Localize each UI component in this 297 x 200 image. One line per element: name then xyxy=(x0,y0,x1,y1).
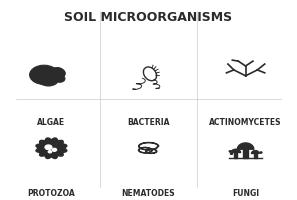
Circle shape xyxy=(230,153,233,155)
Polygon shape xyxy=(234,153,237,158)
Circle shape xyxy=(38,73,59,86)
Circle shape xyxy=(48,151,52,153)
Polygon shape xyxy=(254,154,257,158)
Polygon shape xyxy=(36,138,67,158)
Text: ACTINOMYCETES: ACTINOMYCETES xyxy=(209,118,282,127)
Polygon shape xyxy=(237,143,254,149)
Circle shape xyxy=(260,152,262,153)
Text: ALGAE: ALGAE xyxy=(37,118,65,127)
Circle shape xyxy=(48,68,65,79)
Polygon shape xyxy=(243,149,248,158)
Text: SOIL MICROORGANISMS: SOIL MICROORGANISMS xyxy=(64,11,233,24)
Circle shape xyxy=(229,151,231,152)
Circle shape xyxy=(54,75,65,82)
Text: BACTERIA: BACTERIA xyxy=(127,118,170,127)
Polygon shape xyxy=(252,151,259,154)
Text: PROTOZOA: PROTOZOA xyxy=(28,189,75,198)
Circle shape xyxy=(45,145,52,150)
Circle shape xyxy=(53,68,63,74)
Circle shape xyxy=(30,65,59,84)
Circle shape xyxy=(52,148,57,151)
Polygon shape xyxy=(231,149,241,153)
Circle shape xyxy=(34,75,46,83)
Text: FUNGI: FUNGI xyxy=(232,189,259,198)
Text: NEMATODES: NEMATODES xyxy=(122,189,175,198)
Circle shape xyxy=(46,72,59,81)
